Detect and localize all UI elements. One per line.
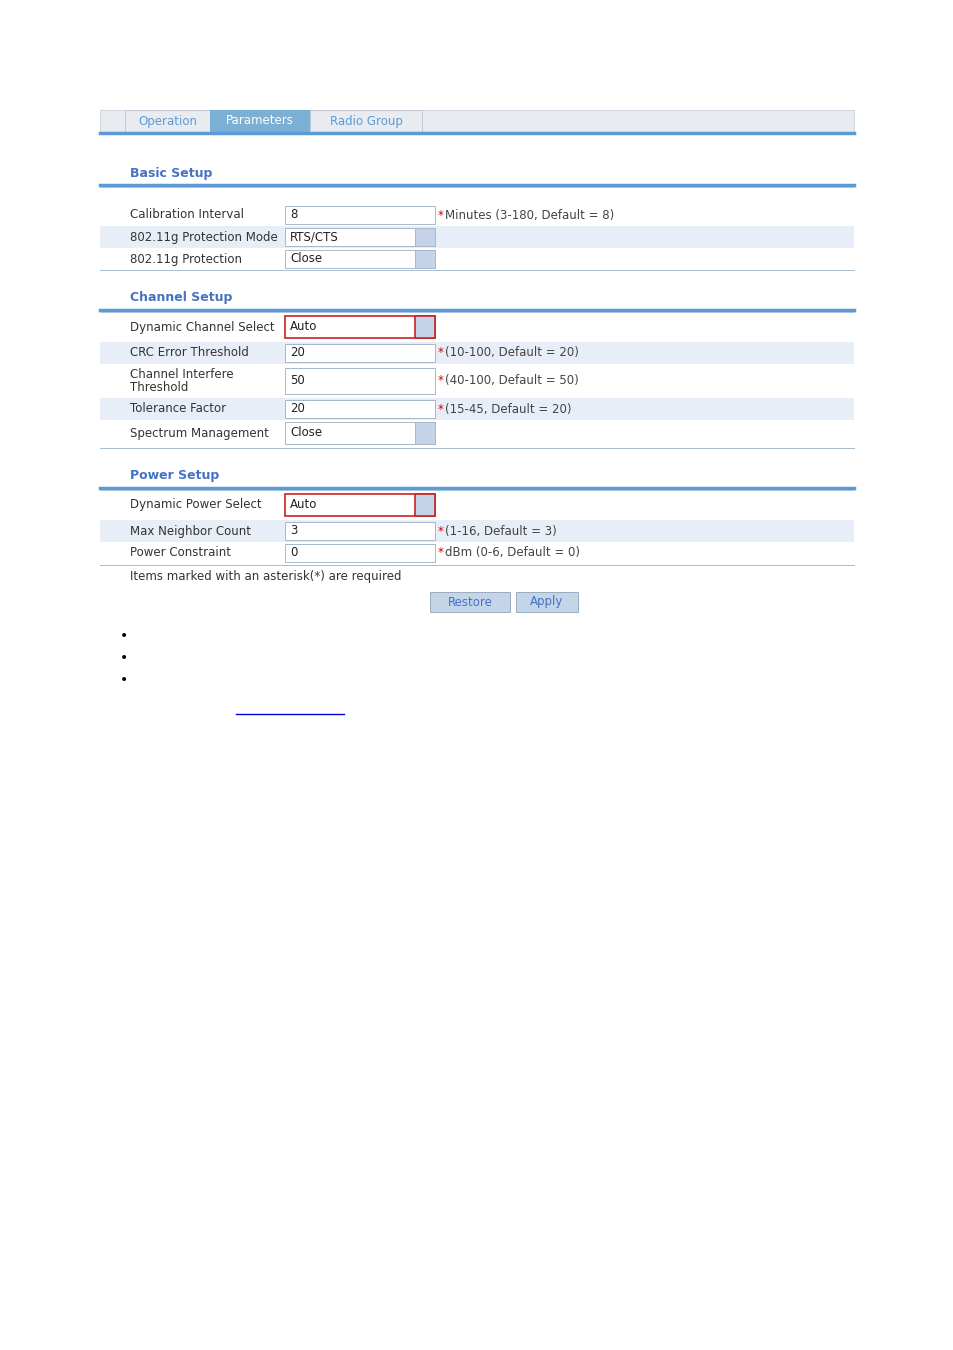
Bar bbox=[516, 593, 578, 612]
Bar bbox=[285, 522, 435, 540]
Text: Apply: Apply bbox=[530, 595, 563, 609]
Text: 802.11g Protection Mode: 802.11g Protection Mode bbox=[130, 231, 277, 243]
Bar bbox=[125, 109, 210, 132]
Text: Dynamic Channel Select: Dynamic Channel Select bbox=[130, 320, 274, 333]
Text: 3: 3 bbox=[290, 525, 297, 537]
Text: Dynamic Power Select: Dynamic Power Select bbox=[130, 498, 261, 512]
Bar bbox=[415, 250, 435, 269]
Bar bbox=[100, 398, 853, 420]
Text: (15-45, Default = 20): (15-45, Default = 20) bbox=[444, 402, 571, 416]
Bar bbox=[100, 366, 853, 396]
Bar bbox=[100, 520, 853, 541]
Bar bbox=[100, 109, 853, 132]
Text: Channel Setup: Channel Setup bbox=[130, 292, 233, 305]
Bar bbox=[100, 225, 853, 248]
Text: Close: Close bbox=[290, 252, 322, 266]
Text: dBm (0-6, Default = 0): dBm (0-6, Default = 0) bbox=[444, 547, 579, 559]
Bar bbox=[285, 544, 435, 562]
Text: Tolerance Factor: Tolerance Factor bbox=[130, 402, 226, 416]
Bar bbox=[285, 250, 435, 269]
Bar bbox=[285, 316, 435, 338]
Text: (10-100, Default = 20): (10-100, Default = 20) bbox=[444, 347, 578, 359]
Text: •: • bbox=[120, 629, 128, 643]
Bar bbox=[415, 228, 435, 246]
Text: Minutes (3-180, Default = 8): Minutes (3-180, Default = 8) bbox=[444, 208, 614, 221]
Text: *: * bbox=[437, 347, 443, 359]
Bar bbox=[100, 491, 853, 518]
Bar bbox=[415, 316, 435, 338]
Bar bbox=[285, 369, 435, 394]
Text: •: • bbox=[120, 651, 128, 666]
Bar bbox=[285, 228, 435, 246]
Text: (1-16, Default = 3): (1-16, Default = 3) bbox=[444, 525, 557, 537]
Text: Auto: Auto bbox=[290, 498, 317, 512]
Text: Threshold: Threshold bbox=[130, 381, 188, 394]
Text: ▼: ▼ bbox=[421, 323, 428, 332]
Bar bbox=[415, 494, 435, 516]
Bar bbox=[100, 315, 853, 340]
Text: ▼: ▼ bbox=[421, 255, 428, 263]
Text: ▼: ▼ bbox=[421, 232, 428, 242]
Bar bbox=[210, 109, 310, 132]
Text: CRC Error Threshold: CRC Error Threshold bbox=[130, 347, 249, 359]
Text: ▼: ▼ bbox=[421, 501, 428, 509]
Bar bbox=[285, 400, 435, 418]
Text: (40-100, Default = 50): (40-100, Default = 50) bbox=[444, 374, 578, 387]
Bar bbox=[430, 593, 510, 612]
Text: *: * bbox=[437, 402, 443, 416]
Text: Max Neighbor Count: Max Neighbor Count bbox=[130, 525, 251, 537]
Text: •: • bbox=[120, 674, 128, 687]
Bar bbox=[285, 494, 435, 516]
Text: Restore: Restore bbox=[447, 595, 492, 609]
Text: Items marked with an asterisk(*) are required: Items marked with an asterisk(*) are req… bbox=[130, 570, 401, 582]
Text: 802.11g Protection: 802.11g Protection bbox=[130, 252, 242, 266]
Text: Close: Close bbox=[290, 427, 322, 440]
Text: 0: 0 bbox=[290, 547, 297, 559]
Text: *: * bbox=[437, 374, 443, 387]
Bar bbox=[100, 204, 853, 225]
Bar bbox=[285, 344, 435, 362]
Text: Basic Setup: Basic Setup bbox=[130, 166, 213, 180]
Text: Power Constraint: Power Constraint bbox=[130, 547, 231, 559]
Text: Auto: Auto bbox=[290, 320, 317, 333]
Text: Channel Interfere: Channel Interfere bbox=[130, 369, 233, 382]
Text: *: * bbox=[437, 525, 443, 537]
Text: 8: 8 bbox=[290, 208, 297, 221]
Text: ▼: ▼ bbox=[421, 428, 428, 437]
Text: *: * bbox=[437, 208, 443, 221]
Text: Parameters: Parameters bbox=[226, 115, 294, 127]
Text: Calibration Interval: Calibration Interval bbox=[130, 208, 244, 221]
Text: *: * bbox=[437, 547, 443, 559]
Text: Radio Group: Radio Group bbox=[329, 115, 402, 127]
Bar bbox=[100, 541, 853, 564]
Bar bbox=[100, 342, 853, 365]
Text: 50: 50 bbox=[290, 374, 304, 387]
Text: Power Setup: Power Setup bbox=[130, 470, 219, 482]
Text: 20: 20 bbox=[290, 402, 305, 416]
Text: Operation: Operation bbox=[138, 115, 196, 127]
Bar bbox=[285, 207, 435, 224]
Bar bbox=[100, 248, 853, 270]
Bar bbox=[285, 423, 435, 444]
Bar bbox=[100, 420, 853, 446]
Bar bbox=[310, 109, 421, 132]
Text: Spectrum Management: Spectrum Management bbox=[130, 427, 269, 440]
Text: 20: 20 bbox=[290, 347, 305, 359]
Bar bbox=[415, 423, 435, 444]
Text: RTS/CTS: RTS/CTS bbox=[290, 231, 338, 243]
